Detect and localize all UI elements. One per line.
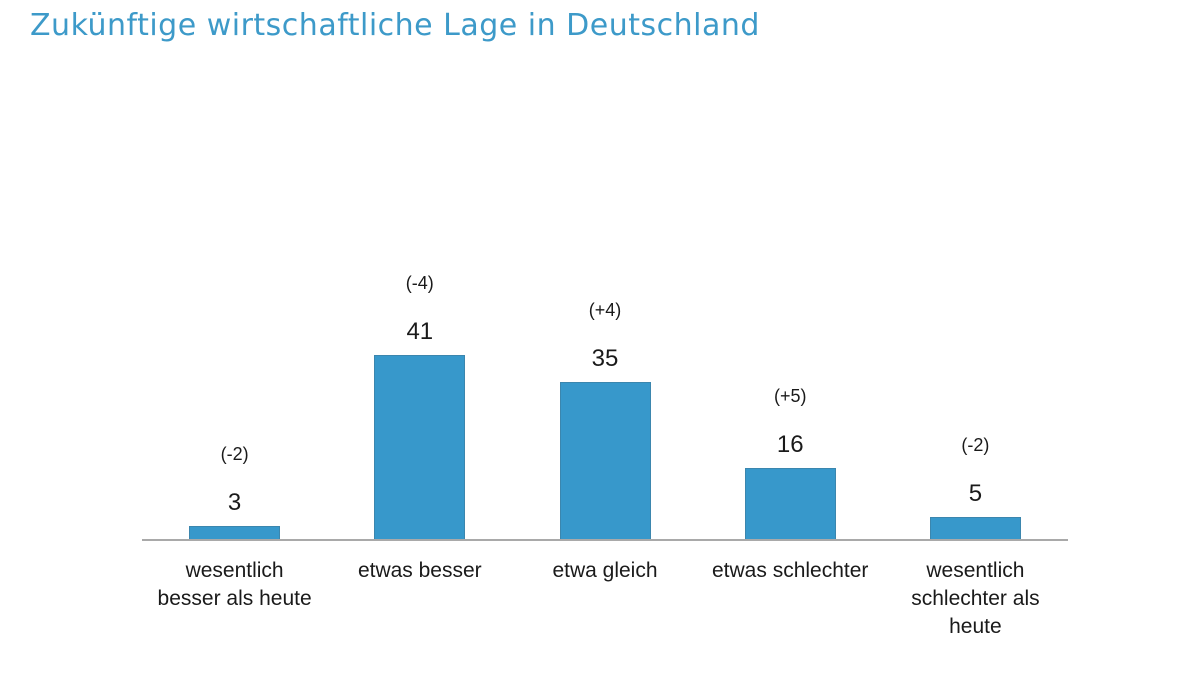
x-axis-label: etwa gleich [552,559,658,582]
x-axis-label: wesentlich besser als heute [157,559,312,610]
change-label: (-4) [405,273,434,293]
bar [559,382,651,540]
bar [374,355,466,540]
x-axis-label: etwas besser [357,559,482,582]
bar [744,468,836,540]
bar-group-etwas-besser: (-4) 41 [327,245,512,540]
x-axis-label: etwas schlechter [712,559,869,582]
value-label: 16 [776,431,804,458]
change-label: (-2) [220,444,249,464]
bar [189,526,281,540]
bar-chart-plot-area: (-2) 3 (-4) 41 (+4) 35 (+5) 16 (-2) 5 [142,245,1068,540]
chart-title: Zukünftige wirtschaftliche Lage in Deuts… [30,8,760,43]
value-label: 41 [406,318,434,345]
x-axis-line [142,539,1068,541]
change-label: (+4) [588,300,622,320]
bar-group-wesentlich-besser: (-2) 3 [142,245,327,540]
bar [929,517,1021,540]
bar-group-etwas-schlechter: (+5) 16 [698,245,883,540]
x-axis-label: wesentlich schlechter als heute [911,559,1040,638]
bar-group-etwa-gleich: (+4) 35 [512,245,697,540]
x-axis-labels: wesentlich besser als heute etwas besser… [142,557,1068,641]
value-label: 3 [227,489,242,516]
change-label: (-2) [961,435,990,455]
value-label: 35 [591,345,619,372]
value-label: 5 [968,480,983,507]
bar-group-wesentlich-schlechter: (-2) 5 [883,245,1068,540]
change-label: (+5) [773,386,807,406]
